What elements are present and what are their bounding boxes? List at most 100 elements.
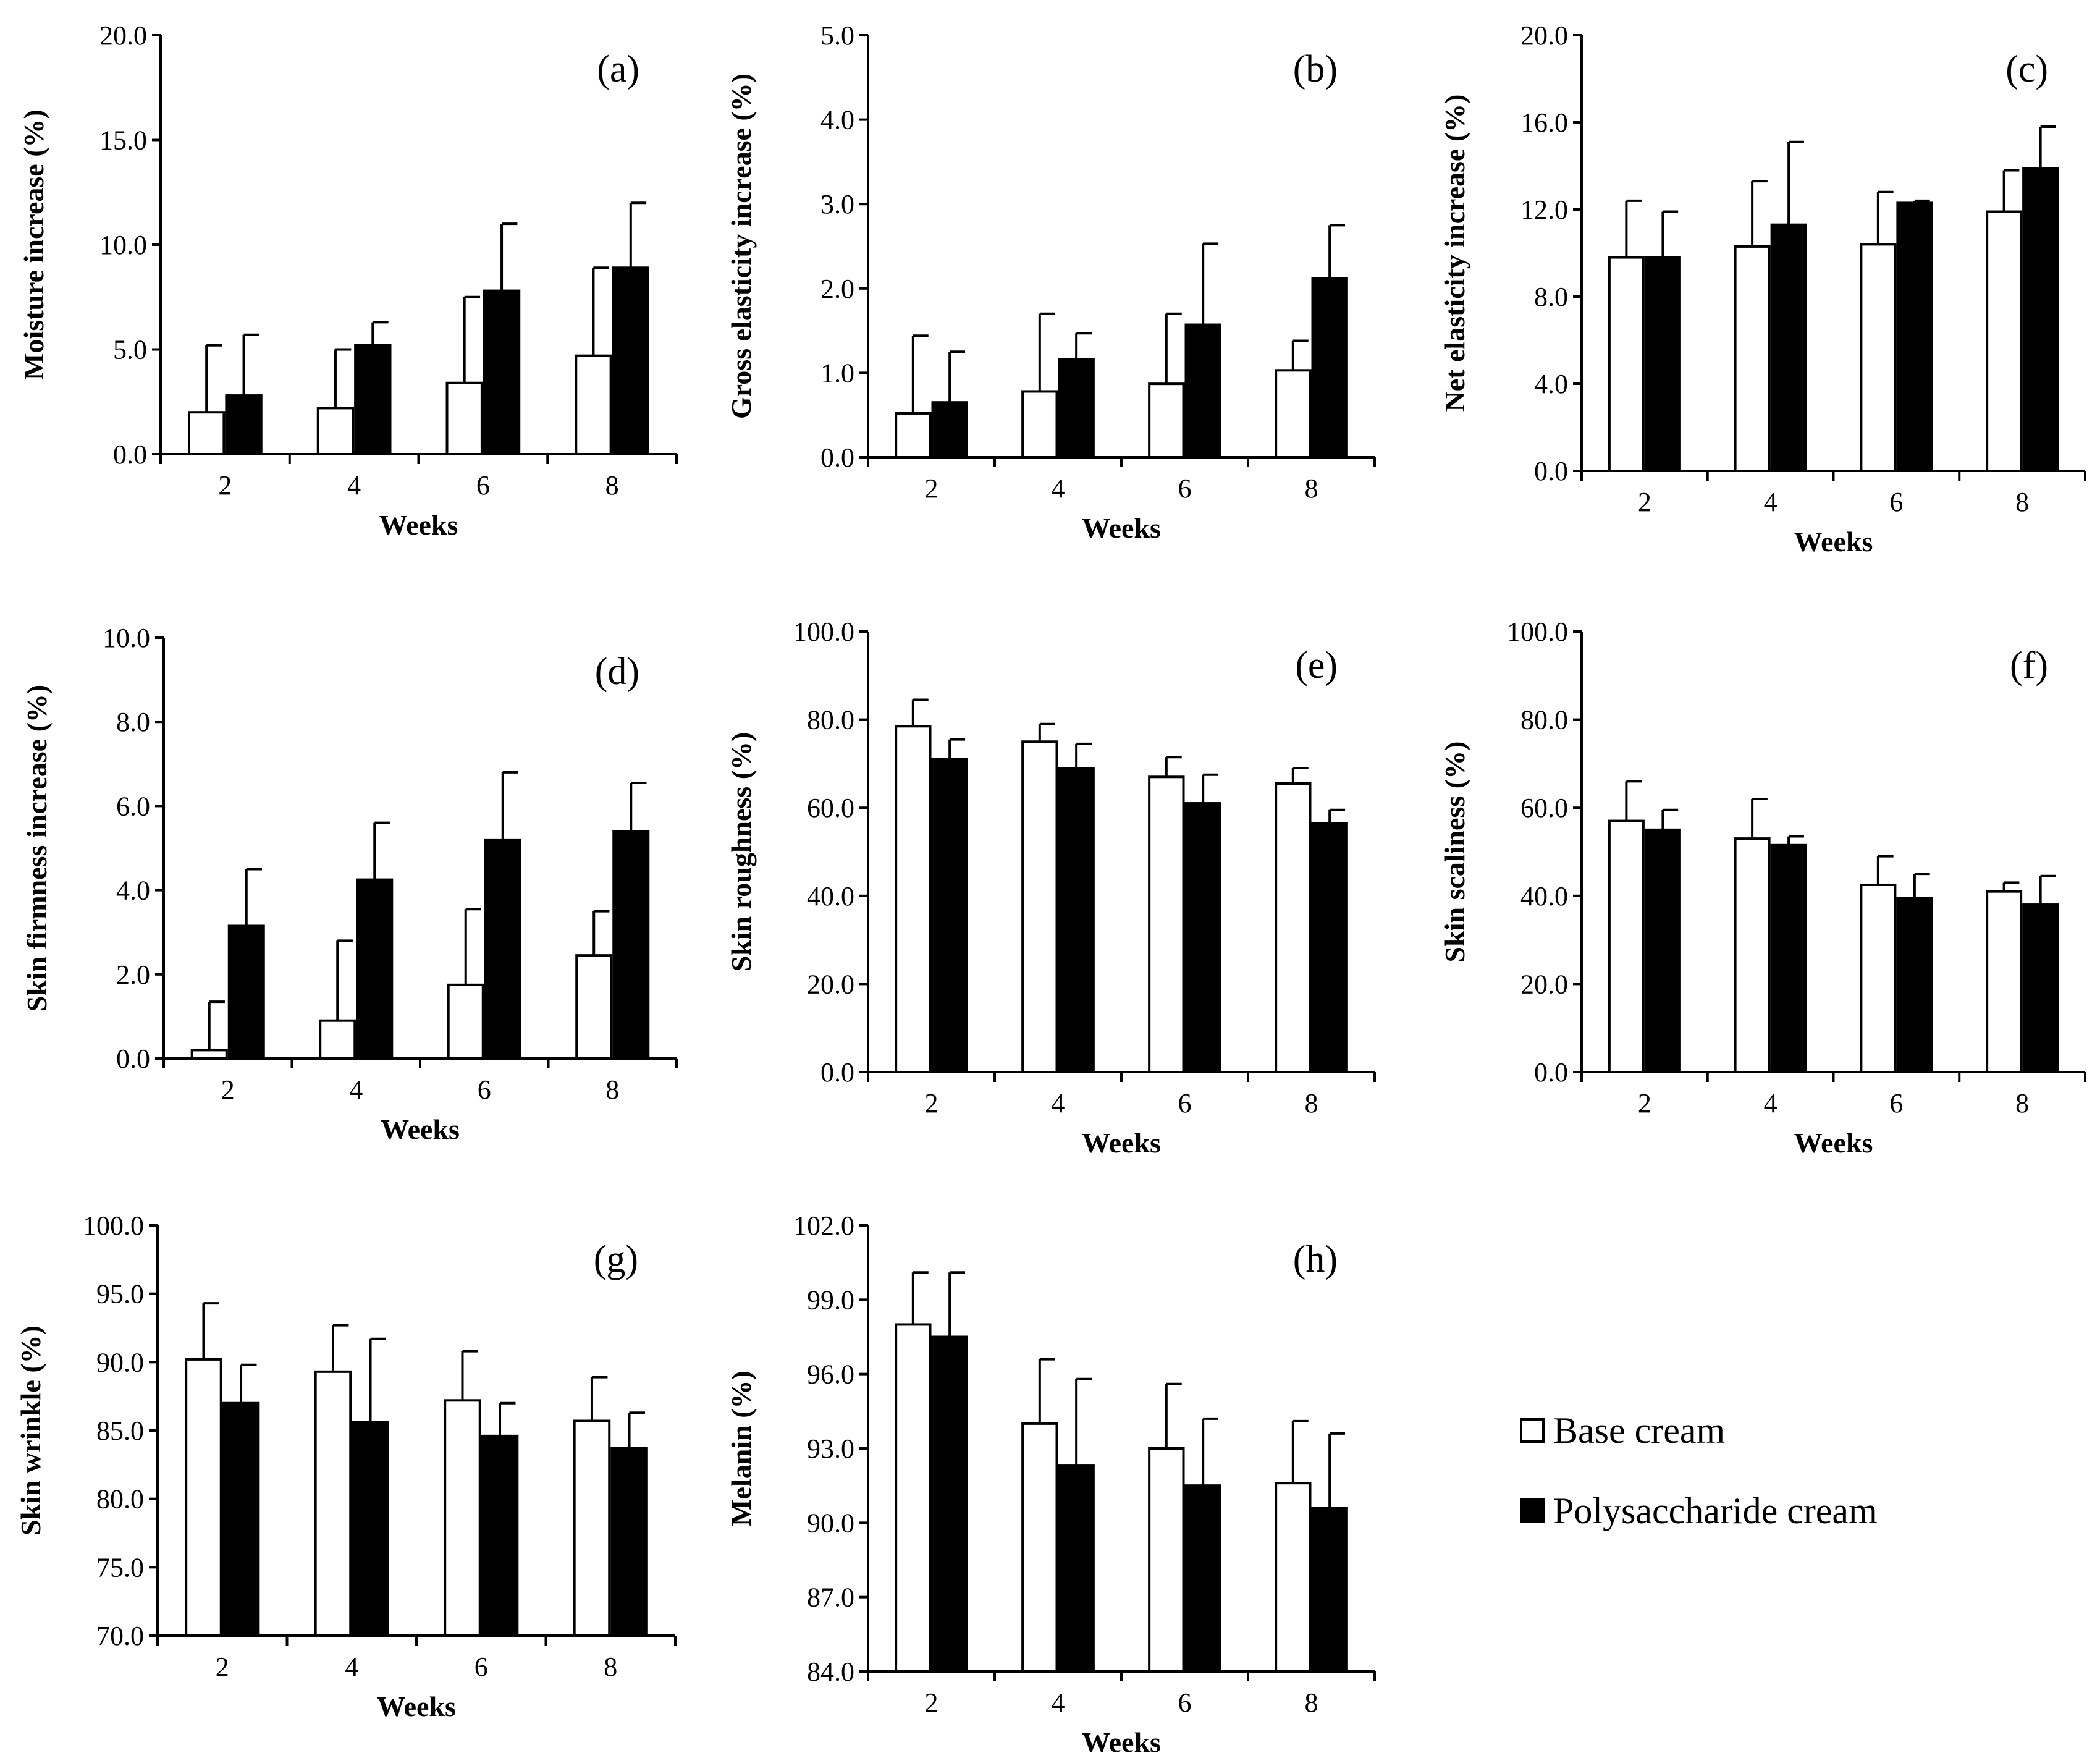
y-tick-label: 8.0	[116, 707, 150, 737]
bar-base-cream	[1148, 775, 1185, 1074]
x-axis-title: Weeks	[1082, 1726, 1161, 1758]
bar-base-cream	[1860, 883, 1897, 1073]
chart-panel-e: 0.0 20.0 40.0 60.0 80.0 100.0 2 4 6 8 Weeks Skin ro…	[725, 617, 1376, 1159]
panel-label: (h)	[1293, 1238, 1338, 1280]
legend-swatch-base	[1520, 1418, 1545, 1443]
bar-polysaccharide-cream	[481, 1434, 519, 1637]
legend: Base cream Polysaccharide cream	[1520, 1403, 1878, 1563]
bar-polysaccharide-cream	[227, 924, 265, 1060]
y-tick-label: 15.0	[99, 125, 147, 156]
x-tick-label: 4	[345, 1652, 358, 1682]
x-axis-title: Weeks	[379, 509, 458, 541]
bar-polysaccharide-cream	[354, 344, 392, 455]
bar-base-cream	[1734, 837, 1771, 1073]
bar-polysaccharide-cream	[1644, 828, 1681, 1073]
legend-label-base: Base cream	[1553, 1409, 1726, 1451]
y-tick-label: 12.0	[1520, 195, 1568, 225]
bar-polysaccharide-cream	[2022, 167, 2059, 472]
y-tick-label: 8.0	[1534, 282, 1568, 312]
y-tick-label: 1.0	[820, 358, 854, 388]
x-axis-title: Weeks	[381, 1114, 460, 1145]
y-tick-label: 40.0	[1520, 881, 1568, 911]
y-tick-label: 20.0	[1520, 969, 1568, 999]
y-tick-label: 16.0	[1520, 108, 1568, 138]
bar-base-cream	[1275, 782, 1312, 1073]
chart-panel-f: 0.0 20.0 40.0 60.0 80.0 100.0 2 4 6 8 Weeks Skin sc…	[1439, 617, 2086, 1159]
x-tick-label: 2	[925, 1088, 938, 1118]
x-axis-title: Weeks	[1082, 512, 1161, 544]
x-axis-title: Weeks	[377, 1691, 456, 1722]
y-tick-label: 96.0	[807, 1359, 854, 1390]
bar-base-cream	[1275, 369, 1312, 459]
panel-label: (b)	[1293, 48, 1338, 90]
y-tick-label: 10.0	[99, 230, 147, 260]
y-tick-label: 80.0	[807, 705, 854, 735]
bar-base-cream	[1275, 1482, 1312, 1673]
x-tick-label: 2	[925, 1688, 938, 1718]
y-axis-title: Skin scaliness (%)	[1439, 742, 1470, 963]
y-tick-label: 93.0	[807, 1434, 854, 1464]
bar-base-cream	[314, 1370, 352, 1637]
bar-base-cream	[1608, 256, 1645, 472]
bar-base-cream	[1860, 243, 1897, 472]
x-tick-label: 8	[1305, 1688, 1318, 1718]
bar-base-cream	[1021, 390, 1058, 459]
y-axis-title: Gross elasticity increase (%)	[725, 74, 757, 419]
bar-base-cream	[1986, 890, 2023, 1074]
x-tick-label: 8	[1305, 1088, 1318, 1118]
y-tick-label: 2.0	[116, 960, 150, 990]
x-tick-label: 8	[1305, 473, 1318, 504]
x-tick-label: 6	[478, 1075, 491, 1105]
y-tick-label: 100.0	[83, 1211, 144, 1241]
x-tick-label: 6	[1178, 1088, 1192, 1118]
y-tick-label: 80.0	[96, 1484, 144, 1515]
y-axis-title: Moisture increase (%)	[18, 109, 49, 380]
bar-base-cream	[895, 412, 932, 459]
y-tick-label: 90.0	[807, 1508, 854, 1538]
x-tick-label: 4	[1052, 1688, 1065, 1718]
y-tick-label: 84.0	[807, 1657, 854, 1687]
bar-base-cream	[1986, 210, 2023, 472]
bar-base-cream	[1021, 1422, 1058, 1673]
y-tick-label: 60.0	[807, 793, 854, 823]
y-tick-label: 0.0	[113, 439, 147, 470]
bar-base-cream	[1734, 245, 1771, 472]
bar-polysaccharide-cream	[1058, 358, 1095, 459]
x-tick-label: 2	[218, 470, 232, 501]
x-tick-label: 2	[221, 1075, 235, 1105]
x-tick-label: 4	[1764, 487, 1777, 517]
bar-polysaccharide-cream	[1770, 843, 1807, 1074]
bar-polysaccharide-cream	[1311, 1507, 1348, 1673]
bar-polysaccharide-cream	[931, 401, 968, 459]
y-tick-label: 20.0	[807, 969, 854, 999]
x-tick-label: 4	[1764, 1088, 1777, 1118]
bar-polysaccharide-cream	[1058, 767, 1095, 1074]
x-tick-label: 4	[1052, 1088, 1065, 1118]
bar-polysaccharide-cream	[931, 1335, 968, 1673]
bar-base-cream	[1021, 740, 1058, 1073]
y-tick-label: 70.0	[96, 1621, 144, 1651]
y-tick-label: 85.0	[96, 1416, 144, 1446]
y-tick-label: 60.0	[1520, 793, 1568, 823]
y-tick-label: 3.0	[820, 189, 854, 219]
bar-base-cream	[1608, 819, 1645, 1073]
bar-base-cream	[190, 1049, 228, 1060]
x-tick-label: 4	[349, 1075, 363, 1105]
x-tick-label: 8	[2015, 1088, 2029, 1118]
x-tick-label: 2	[216, 1652, 229, 1682]
bar-polysaccharide-cream	[612, 266, 649, 455]
y-tick-label: 6.0	[116, 791, 150, 821]
y-tick-label: 40.0	[807, 881, 854, 911]
x-tick-label: 8	[604, 1652, 617, 1682]
x-tick-label: 2	[925, 473, 938, 504]
bar-polysaccharide-cream	[612, 830, 650, 1060]
y-tick-label: 4.0	[1534, 369, 1568, 399]
bar-base-cream	[185, 1358, 222, 1638]
y-tick-label: 0.0	[1534, 456, 1568, 486]
y-tick-label: 100.0	[793, 617, 854, 647]
bar-base-cream	[575, 954, 613, 1060]
chart-panel-a: 0.0 5.0 10.0 15.0 20.0 2 4 6 8 Weeks Moisture incr…	[18, 20, 678, 541]
chart-panel-c: 0.0 4.0 8.0 12.0 16.0 20.0 2 4 6 8 Weeks Net elasti…	[1439, 20, 2086, 557]
y-tick-label: 100.0	[1507, 617, 1568, 647]
x-tick-label: 2	[1638, 1088, 1651, 1118]
